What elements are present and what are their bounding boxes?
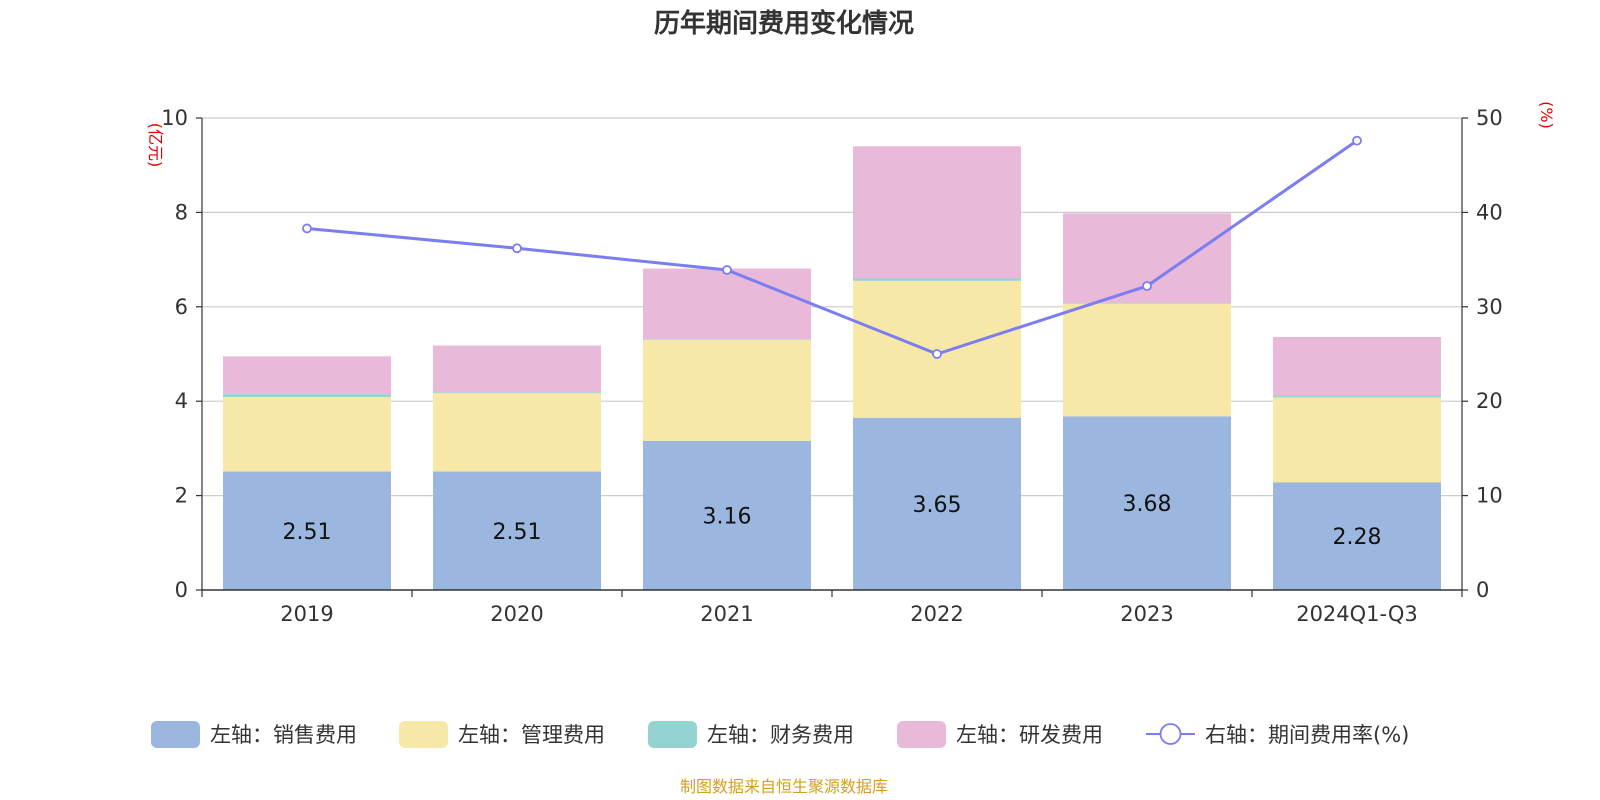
bar-左轴：销售费用 [643, 440, 811, 590]
left-tick-label: 6 [175, 295, 188, 319]
bar-左轴：财务费用 [1273, 395, 1441, 398]
legend-label: 左轴：财务费用 [707, 723, 854, 747]
bar-左轴：销售费用 [1273, 482, 1441, 590]
x-tick-label: 2024Q1-Q3 [1296, 602, 1418, 626]
legend-swatch [399, 721, 448, 748]
legend-line-marker [1159, 723, 1182, 745]
right-tick-label: 40 [1476, 200, 1503, 224]
bar-value-label: 2.51 [493, 520, 542, 545]
bar-左轴：管理费用 [643, 339, 811, 441]
right-tick-label: 50 [1476, 106, 1503, 130]
x-tick-label: 2022 [910, 602, 963, 626]
left-tick-label: 10 [161, 106, 188, 130]
x-tick-label: 2021 [700, 602, 753, 626]
rate-point [722, 265, 732, 275]
bar-左轴：管理费用 [1273, 397, 1441, 483]
bar-左轴：销售费用 [433, 471, 601, 590]
bar-左轴：财务费用 [433, 392, 601, 394]
x-tick-label: 2020 [490, 602, 543, 626]
left-tick-label: 8 [175, 200, 188, 224]
bar-value-label: 3.65 [913, 493, 962, 518]
left-tick-label: 4 [175, 389, 188, 413]
legend-swatch [648, 721, 697, 748]
right-tick-label: 30 [1476, 295, 1503, 319]
legend-label: 右轴：期间费用率(%) [1205, 723, 1409, 747]
bar-左轴：财务费用 [853, 278, 1021, 281]
right-tick-label: 0 [1476, 578, 1489, 602]
legend-swatch [897, 721, 946, 748]
right-tick-label: 10 [1476, 484, 1503, 508]
x-tick-label: 2019 [280, 602, 333, 626]
rate-line [302, 135, 1362, 359]
x-tick-label: 2023 [1120, 602, 1173, 626]
bar-左轴：研发费用 [853, 146, 1021, 279]
bar-value-label: 3.68 [1123, 492, 1172, 517]
bar-左轴：管理费用 [223, 396, 391, 472]
left-tick-label: 0 [175, 578, 188, 602]
right-axis-unit: (%) [1537, 101, 1556, 129]
legend: 左轴：销售费用 左轴：管理费用 左轴：财务费用 左轴：研发费用 右轴：期间费用率(%) [151, 721, 1409, 748]
bar-value-label: 3.16 [703, 504, 752, 529]
bar-左轴：财务费用 [223, 394, 391, 397]
bar-左轴：研发费用 [223, 356, 391, 395]
rate-point [1142, 281, 1152, 291]
left-axis-unit: (亿元) [146, 123, 165, 168]
source-note: 制图数据来自恒生聚源数据库 [680, 777, 888, 796]
rate-point [932, 349, 942, 359]
legend-swatch [151, 721, 200, 748]
rate-point [512, 243, 522, 254]
left-tick-label: 2 [175, 484, 188, 508]
legend-label: 左轴：管理费用 [458, 723, 605, 747]
rate-point [1352, 135, 1362, 146]
right-tick-label: 20 [1476, 389, 1503, 413]
bar-左轴：管理费用 [433, 393, 601, 472]
axes: 0 2 4 6 8 10 0 10 20 30 40 50 2019 2020 2021 2022 2023 20… [161, 106, 1502, 626]
bar-左轴：管理费用 [1063, 303, 1231, 417]
legend-label: 左轴：销售费用 [210, 723, 357, 747]
bar-左轴：销售费用 [1063, 416, 1231, 590]
rate-point [302, 223, 312, 234]
bar-左轴：销售费用 [223, 471, 391, 590]
rate-line-path [306, 139, 1358, 356]
bar-value-label: 2.51 [283, 520, 332, 545]
bar-labels: 2.51 2.51 3.16 3.65 3.68 2.28 [283, 492, 1382, 550]
legend-label: 左轴：研发费用 [956, 723, 1103, 747]
bar-左轴：研发费用 [1273, 337, 1441, 396]
bar-左轴：研发费用 [433, 345, 601, 393]
bar-左轴：研发费用 [643, 268, 811, 340]
bar-左轴：销售费用 [853, 417, 1021, 590]
bars [223, 146, 1441, 590]
bar-value-label: 2.28 [1333, 525, 1382, 550]
chart-title: 历年期间费用变化情况 [654, 8, 914, 39]
